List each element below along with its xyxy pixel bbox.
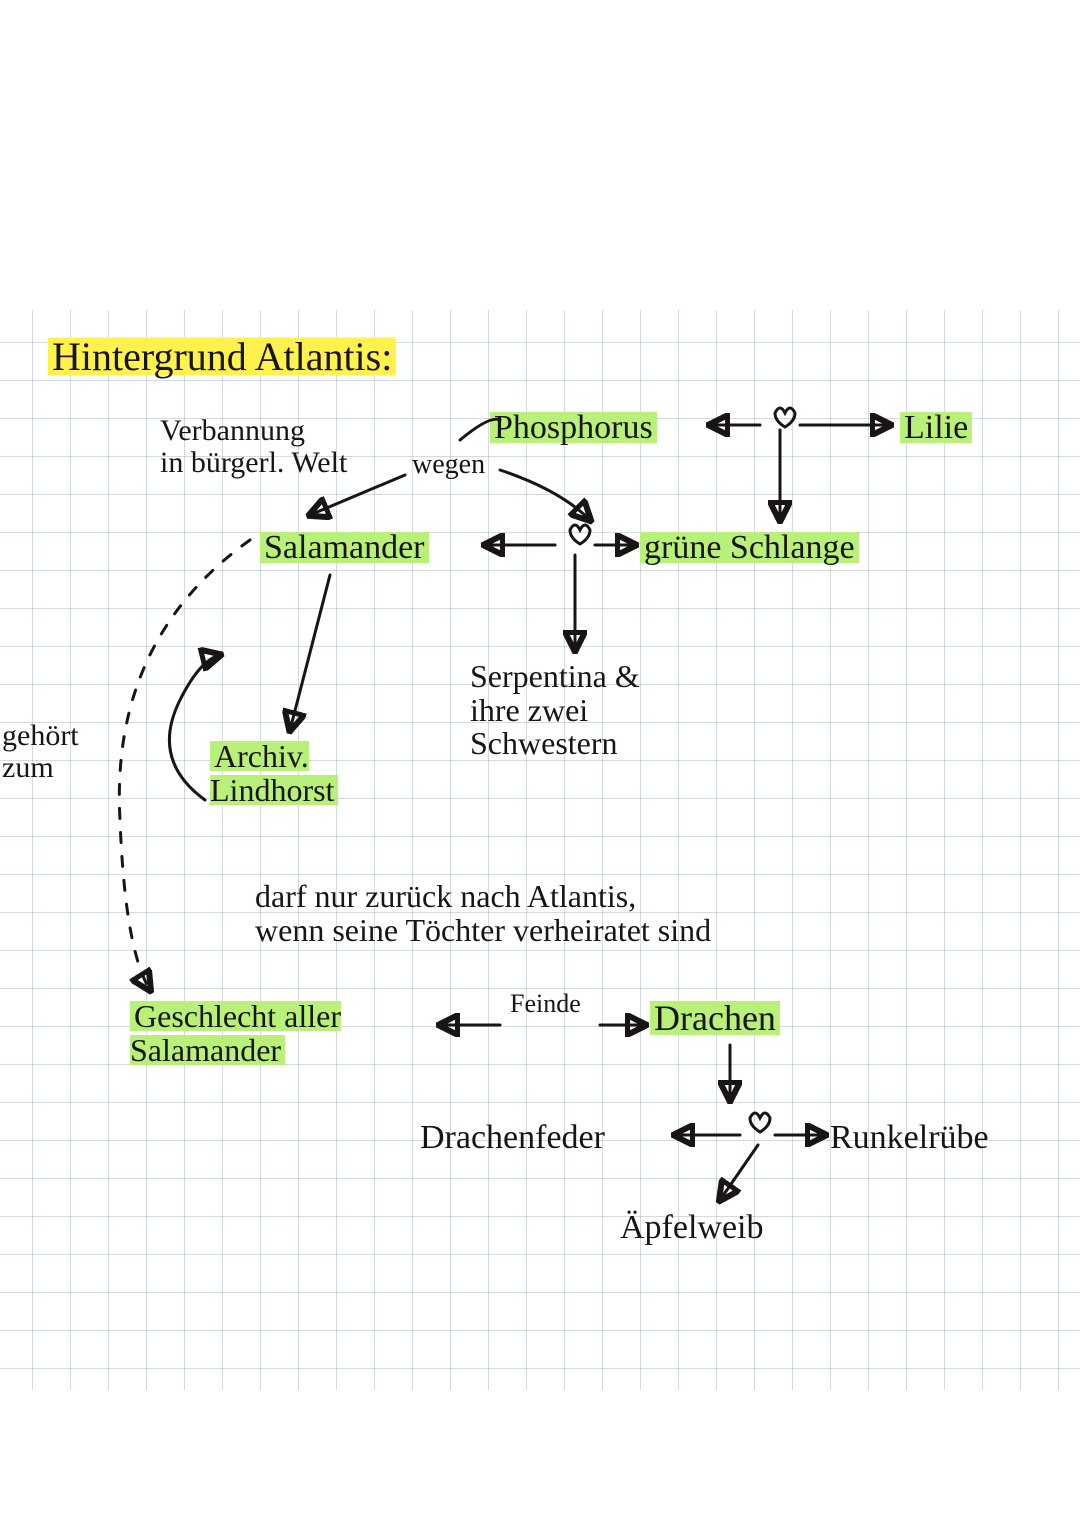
node-geschlecht-salamander: Geschlecht allerSalamander: [130, 1000, 341, 1067]
node-feinde: Feinde: [510, 990, 581, 1017]
node-gehoert-zum: gehörtzum: [2, 720, 79, 783]
node-drachenfeder: Drachenfeder: [420, 1120, 605, 1156]
node-gruene-schlange: grüne Schlange: [640, 530, 859, 566]
node-phosphorus: Phosphorus: [490, 410, 657, 446]
node-serpentina: Serpentina &ihre zweiSchwestern: [470, 660, 640, 761]
node-aepfelweib: Äpfelweib: [620, 1210, 764, 1246]
node-runkelruebe: Runkelrübe: [830, 1120, 989, 1156]
title-text: Hintergrund Atlantis:: [48, 334, 396, 379]
title: Hintergrund Atlantis:: [48, 336, 396, 378]
node-verbannung: Verbannungin bürgerl. Welt: [160, 415, 347, 478]
node-lilie: Lilie: [900, 410, 972, 446]
node-archiv-lindhorst: Archiv.Lindhorst: [210, 740, 338, 807]
node-salamander: Salamander: [260, 530, 429, 566]
node-drachen: Drachen: [650, 1000, 780, 1038]
node-wegen: wegen: [412, 450, 485, 479]
node-darf-zurueck: darf nur zurück nach Atlantis,wenn seine…: [255, 880, 711, 947]
